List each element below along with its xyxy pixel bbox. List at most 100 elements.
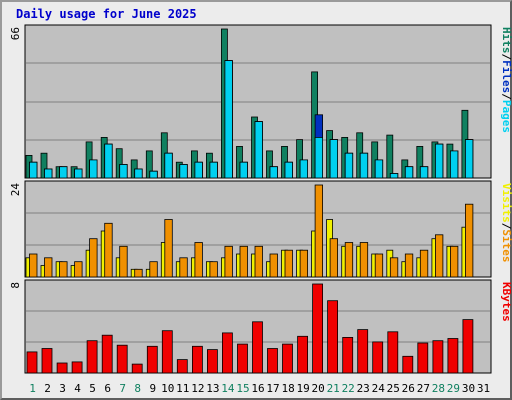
legend-pages: Pages xyxy=(500,100,512,133)
bar-hits-day-7 xyxy=(115,148,123,179)
x-tick-label: 30 xyxy=(462,382,475,395)
bar-pages-day-2 xyxy=(44,168,53,179)
bar-pages-day-5 xyxy=(89,159,98,179)
x-tick-label: 21 xyxy=(327,382,340,395)
bar-kbytes-day-28 xyxy=(432,340,444,374)
bar-sites-day-14 xyxy=(224,245,233,278)
chart-title: Daily usage for June 2025 xyxy=(16,7,197,21)
bar-sites-day-23 xyxy=(359,242,369,278)
bar-pages-day-3 xyxy=(59,166,68,179)
x-tick-label: 26 xyxy=(402,382,415,395)
x-tick-label: 12 xyxy=(191,382,204,395)
bar-sites-day-15 xyxy=(239,245,248,278)
bar-pages-day-12 xyxy=(194,161,203,179)
bar-kbytes-day-23 xyxy=(357,329,369,374)
bar-sites-day-12 xyxy=(194,242,203,278)
bar-sites-day-20 xyxy=(314,184,324,278)
bar-pages-day-11 xyxy=(179,164,188,179)
x-tick-label: 25 xyxy=(387,382,400,395)
bar-sites-day-26 xyxy=(404,253,414,278)
bar-kbytes-day-13 xyxy=(206,349,218,374)
bar-sites-day-28 xyxy=(434,234,444,278)
x-tick-label: 17 xyxy=(266,382,279,395)
bar-pages-day-15 xyxy=(239,161,248,179)
bar-kbytes-day-29 xyxy=(447,338,459,374)
bar-sites-day-27 xyxy=(419,249,429,278)
bar-kbytes-day-6 xyxy=(101,334,113,374)
bar-sites-day-11 xyxy=(179,257,188,278)
bar-kbytes-day-30 xyxy=(462,319,474,374)
bar-hits-day-25 xyxy=(386,134,394,179)
bar-sites-day-7 xyxy=(119,245,128,278)
bar-hits-day-27 xyxy=(416,145,424,179)
bar-sites-day-18 xyxy=(284,249,293,278)
bar-sites-day-16 xyxy=(254,245,263,278)
x-tick-label: 7 xyxy=(119,382,126,395)
legend-middle: Visits/Sites xyxy=(500,183,512,263)
bar-pages-day-6 xyxy=(104,143,113,179)
x-tick-label: 29 xyxy=(447,382,460,395)
y-axis-max-label: 66 xyxy=(9,27,22,40)
bar-pages-day-22 xyxy=(344,152,354,179)
x-tick-label: 2 xyxy=(44,382,51,395)
bar-pages-day-8 xyxy=(134,168,143,179)
bar-sites-day-17 xyxy=(269,253,278,278)
bar-kbytes-day-26 xyxy=(402,355,414,374)
x-tick-label: 16 xyxy=(251,382,264,395)
bar-pages-day-18 xyxy=(284,161,293,179)
bar-hits-day-17 xyxy=(266,150,273,179)
x-tick-label: 1 xyxy=(29,382,36,395)
bar-sites-day-21 xyxy=(329,238,339,278)
bar-kbytes-day-7 xyxy=(116,344,128,374)
bar-kbytes-day-18 xyxy=(282,343,293,374)
bar-pages-day-7 xyxy=(119,164,128,179)
x-tick-label: 13 xyxy=(206,382,219,395)
bar-sites-day-6 xyxy=(104,222,113,278)
bar-sites-day-4 xyxy=(74,261,83,278)
bar-kbytes-day-25 xyxy=(387,331,399,374)
x-tick-label: 5 xyxy=(89,382,96,395)
bar-sites-day-24 xyxy=(374,253,384,278)
bar-kbytes-day-12 xyxy=(191,345,203,374)
x-tick-label: 14 xyxy=(221,382,235,395)
bar-sites-day-8 xyxy=(134,268,143,278)
x-tick-label: 4 xyxy=(74,382,81,395)
bar-pages-day-19 xyxy=(299,159,309,179)
bar-kbytes-day-5 xyxy=(86,340,98,374)
bar-kbytes-day-16 xyxy=(252,321,263,374)
bar-kbytes-day-14 xyxy=(221,332,233,374)
bar-kbytes-day-20 xyxy=(312,283,324,374)
bar-kbytes-day-15 xyxy=(237,343,248,374)
bar-sites-day-22 xyxy=(344,242,354,278)
bar-pages-day-16 xyxy=(254,121,263,179)
y-axis-max-label: 24 xyxy=(9,183,22,197)
bar-sites-day-13 xyxy=(209,261,218,278)
bar-sites-day-30 xyxy=(464,203,474,278)
legend-files: Files xyxy=(500,60,512,93)
x-tick-label: 31 xyxy=(477,382,490,395)
bar-kbytes-day-19 xyxy=(297,335,309,374)
y-axis-max-label: 8 xyxy=(9,282,22,289)
bar-pages-day-14 xyxy=(224,60,233,179)
bar-pages-day-25 xyxy=(389,173,399,179)
bar-pages-day-24 xyxy=(374,159,384,179)
bar-sites-day-9 xyxy=(149,261,158,278)
bar-pages-day-13 xyxy=(209,161,218,179)
bar-pages-day-20 xyxy=(314,136,324,179)
x-tick-label: 3 xyxy=(59,382,66,395)
bar-kbytes-day-21 xyxy=(327,300,339,374)
x-tick-label: 8 xyxy=(134,382,141,395)
panel-top: 66 Hits/Files/Pages xyxy=(9,24,512,179)
x-tick-label: 22 xyxy=(342,382,355,395)
bar-kbytes-day-24 xyxy=(372,341,384,374)
bar-pages-day-17 xyxy=(269,166,278,179)
x-tick-label: 19 xyxy=(296,382,309,395)
bar-pages-day-30 xyxy=(464,139,474,179)
x-tick-label: 27 xyxy=(417,382,430,395)
bar-pages-day-28 xyxy=(434,143,444,179)
bar-pages-day-9 xyxy=(149,170,158,179)
bar-kbytes-day-17 xyxy=(267,348,278,374)
legend-top: Hits/Files/Pages xyxy=(500,27,512,133)
bar-sites-day-25 xyxy=(389,257,399,278)
